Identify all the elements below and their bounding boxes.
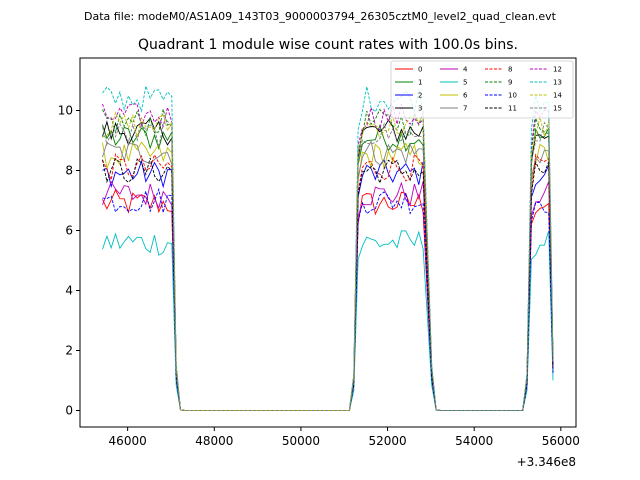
legend-label-13: 13: [553, 79, 562, 87]
legend-label-4: 4: [463, 66, 468, 74]
series-6-line: [102, 141, 554, 411]
x-tick-label: 56000: [542, 434, 580, 448]
series-5-line: [102, 230, 554, 411]
legend-label-1: 1: [418, 79, 422, 87]
series-2-line: [102, 159, 554, 411]
series-9-line: [102, 108, 554, 411]
y-tick-label: 4: [65, 284, 73, 298]
series-14-line: [102, 111, 554, 411]
x-tick-label: 46000: [109, 434, 147, 448]
plot-frame: [79, 57, 577, 428]
legend-label-12: 12: [553, 66, 562, 74]
series-7-line: [102, 140, 554, 411]
y-tick-label: 2: [65, 344, 73, 358]
legend-label-5: 5: [463, 79, 467, 87]
series-15-line: [102, 120, 554, 411]
y-axis: 0 2 4 6 8 10: [58, 104, 80, 418]
chart-suptitle: Data file: modeM0/AS1A09_143T03_90000037…: [84, 10, 557, 23]
x-offset-label: +3.346e8: [517, 455, 576, 469]
legend-box: [390, 60, 574, 119]
series-4-line: [102, 180, 554, 411]
y-tick-label: 0: [65, 404, 73, 418]
series-3-line: [102, 117, 554, 411]
legend-label-14: 14: [553, 92, 562, 100]
series-1-line: [102, 123, 554, 411]
legend-label-15: 15: [553, 105, 562, 113]
legend-label-2: 2: [418, 92, 422, 100]
legend-label-10: 10: [508, 92, 517, 100]
x-tick-label: 50000: [282, 434, 320, 448]
series-0-line: [102, 189, 554, 411]
x-tick-label: 48000: [195, 434, 233, 448]
y-tick-label: 6: [65, 224, 73, 238]
legend-label-7: 7: [463, 105, 467, 113]
legend-label-9: 9: [508, 79, 512, 87]
legend-label-6: 6: [463, 92, 468, 100]
x-tick-label: 54000: [455, 434, 493, 448]
y-tick-label: 8: [65, 164, 73, 178]
series-12-line: [102, 103, 554, 411]
plot-lines: [102, 84, 554, 411]
legend-label-0: 0: [418, 66, 422, 74]
y-tick-label: 10: [58, 104, 73, 118]
x-axis: 46000 48000 50000 52000 54000 56000: [109, 427, 580, 448]
series-10-line: [102, 187, 554, 411]
chart-title: Quadrant 1 module wise count rates with …: [138, 37, 518, 53]
series-8-line: [102, 153, 554, 411]
legend-label-11: 11: [508, 105, 517, 113]
legend-label-3: 3: [418, 105, 422, 113]
legend-label-8: 8: [508, 66, 512, 74]
x-tick-label: 52000: [368, 434, 406, 448]
